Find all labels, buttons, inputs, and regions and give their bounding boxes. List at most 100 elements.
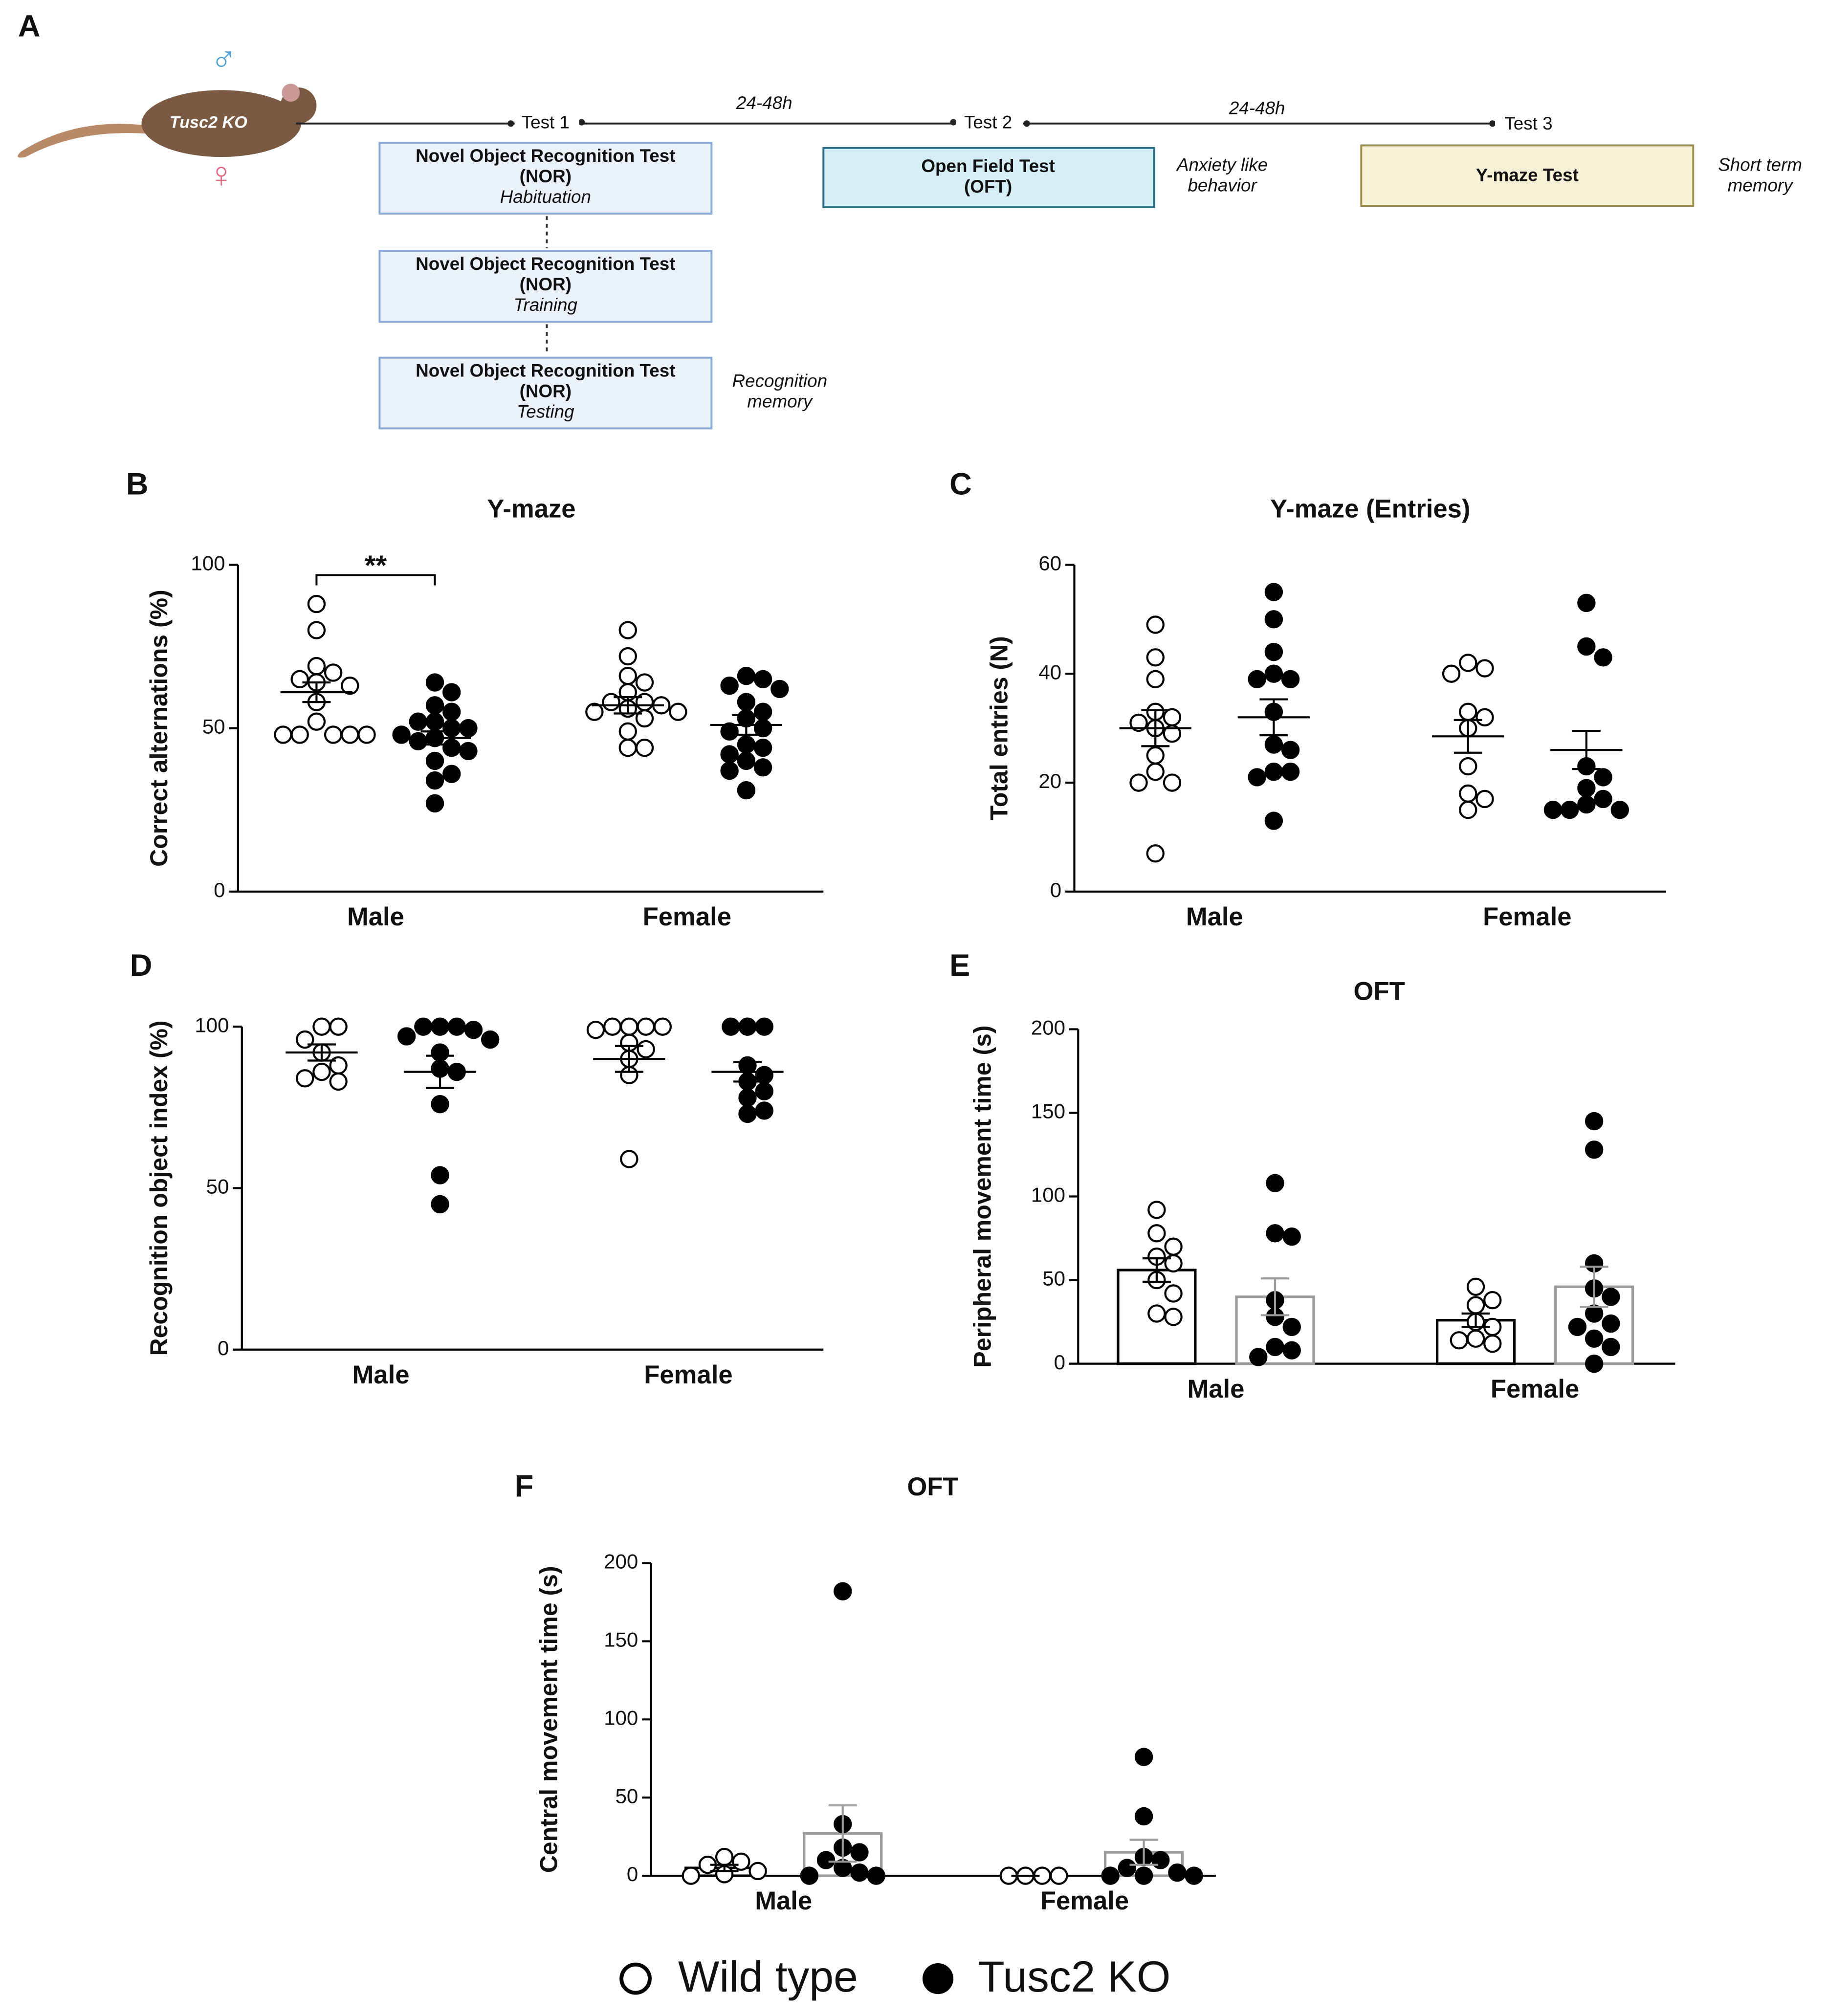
data-point — [1459, 757, 1477, 776]
data-point — [397, 1027, 416, 1046]
x-tick-label: Male — [755, 1886, 812, 1915]
data-point — [1442, 664, 1461, 683]
data-point — [1585, 1329, 1604, 1348]
data-point — [1483, 1291, 1502, 1310]
x-tick-label: Female — [643, 902, 731, 931]
data-point — [425, 771, 444, 790]
subject-label: Tusc2 KO — [170, 113, 247, 132]
y-axis-label: Correct alternations (%) — [145, 590, 173, 867]
timeline-dot — [578, 119, 585, 126]
data-point — [425, 673, 444, 692]
data-point — [618, 647, 637, 666]
data-point — [1146, 670, 1165, 689]
chart-title: OFT — [907, 1472, 958, 1501]
data-point — [1050, 1866, 1068, 1885]
data-point — [755, 1082, 773, 1100]
y-tick-label: 0 — [218, 1337, 229, 1359]
note: memory — [747, 392, 814, 412]
data-point — [442, 739, 461, 757]
data-point — [459, 719, 478, 738]
data-point — [357, 725, 376, 744]
data-point — [653, 1017, 672, 1036]
box-phase: Training — [514, 295, 578, 315]
data-point — [1585, 1354, 1604, 1373]
data-point — [324, 663, 343, 682]
box-text: (NOR) — [520, 274, 572, 294]
box-text: Open Field Test — [921, 156, 1055, 176]
data-point — [290, 670, 309, 689]
data-point — [425, 712, 444, 731]
step-label: Test 1 — [522, 112, 570, 132]
panel-label: A — [18, 9, 41, 44]
data-point — [1568, 1317, 1587, 1337]
data-point — [1594, 768, 1612, 787]
interval-label: 24-48h — [1229, 98, 1285, 118]
data-point — [1282, 1317, 1301, 1337]
data-point — [1264, 610, 1283, 629]
y-tick-label: 100 — [604, 1706, 638, 1729]
data-point — [459, 742, 478, 761]
data-point — [1146, 844, 1165, 863]
data-point — [392, 725, 411, 744]
data-point — [1163, 773, 1182, 792]
data-point — [1602, 1314, 1620, 1333]
y-tick-label: 200 — [604, 1550, 638, 1573]
data-point — [720, 677, 739, 695]
data-point — [1602, 1288, 1620, 1306]
y-tick-label: 200 — [1031, 1016, 1065, 1039]
data-point — [414, 1017, 433, 1036]
data-point — [755, 1101, 773, 1120]
data-point — [737, 781, 756, 800]
data-point — [307, 712, 326, 731]
data-point — [1249, 1348, 1268, 1366]
data-point — [738, 1104, 757, 1123]
chart: B Y-maze Correct alternations (%) 0 50 100 Mal… — [126, 467, 824, 931]
data-point — [274, 725, 292, 744]
male-symbol: ♂ — [210, 39, 237, 79]
data-point — [312, 1062, 331, 1081]
mouse-body — [141, 90, 301, 157]
data-point — [1543, 801, 1563, 819]
data-point — [312, 1017, 331, 1036]
y-axis-label: Peripheral movement time (s) — [969, 1025, 996, 1367]
data-point — [1146, 648, 1165, 667]
data-point — [620, 1017, 638, 1036]
data-point — [1459, 784, 1477, 803]
data-point — [341, 677, 359, 695]
data-point — [1163, 724, 1182, 743]
data-point — [1248, 670, 1266, 689]
data-point — [722, 1017, 740, 1036]
mouse-tail — [18, 124, 152, 158]
label-bg — [956, 110, 1023, 137]
data-point — [618, 739, 637, 757]
x-tick-label: Male — [352, 1360, 409, 1389]
legend-label: Wild type — [678, 1952, 858, 2001]
significance-label: ** — [365, 550, 387, 581]
data-point — [618, 621, 637, 639]
data-point — [816, 1851, 836, 1869]
y-tick-label: 60 — [1038, 552, 1061, 575]
data-point — [1602, 1337, 1620, 1357]
data-point — [464, 1021, 483, 1039]
data-point — [1281, 741, 1300, 759]
data-point — [753, 739, 772, 757]
data-point — [324, 725, 343, 744]
data-point — [431, 1095, 449, 1114]
data-point — [618, 666, 637, 685]
y-tick-label: 40 — [1038, 660, 1061, 683]
data-point — [1560, 801, 1579, 819]
box-text: (NOR) — [520, 166, 572, 186]
data-point — [737, 666, 756, 685]
chart-title: OFT — [1354, 977, 1405, 1006]
data-point — [1147, 1304, 1166, 1323]
panel-label: C — [949, 467, 972, 502]
chart: E OFT Peripheral movement time (s) 0 50 100 15… — [949, 948, 1675, 1403]
data-point — [1264, 664, 1283, 683]
x-tick-label: Female — [1040, 1886, 1129, 1915]
data-point — [1134, 1748, 1153, 1766]
data-point — [637, 1040, 655, 1059]
data-point — [1146, 746, 1165, 765]
data-point — [1185, 1866, 1203, 1885]
data-point — [753, 670, 772, 689]
data-point — [442, 719, 461, 738]
